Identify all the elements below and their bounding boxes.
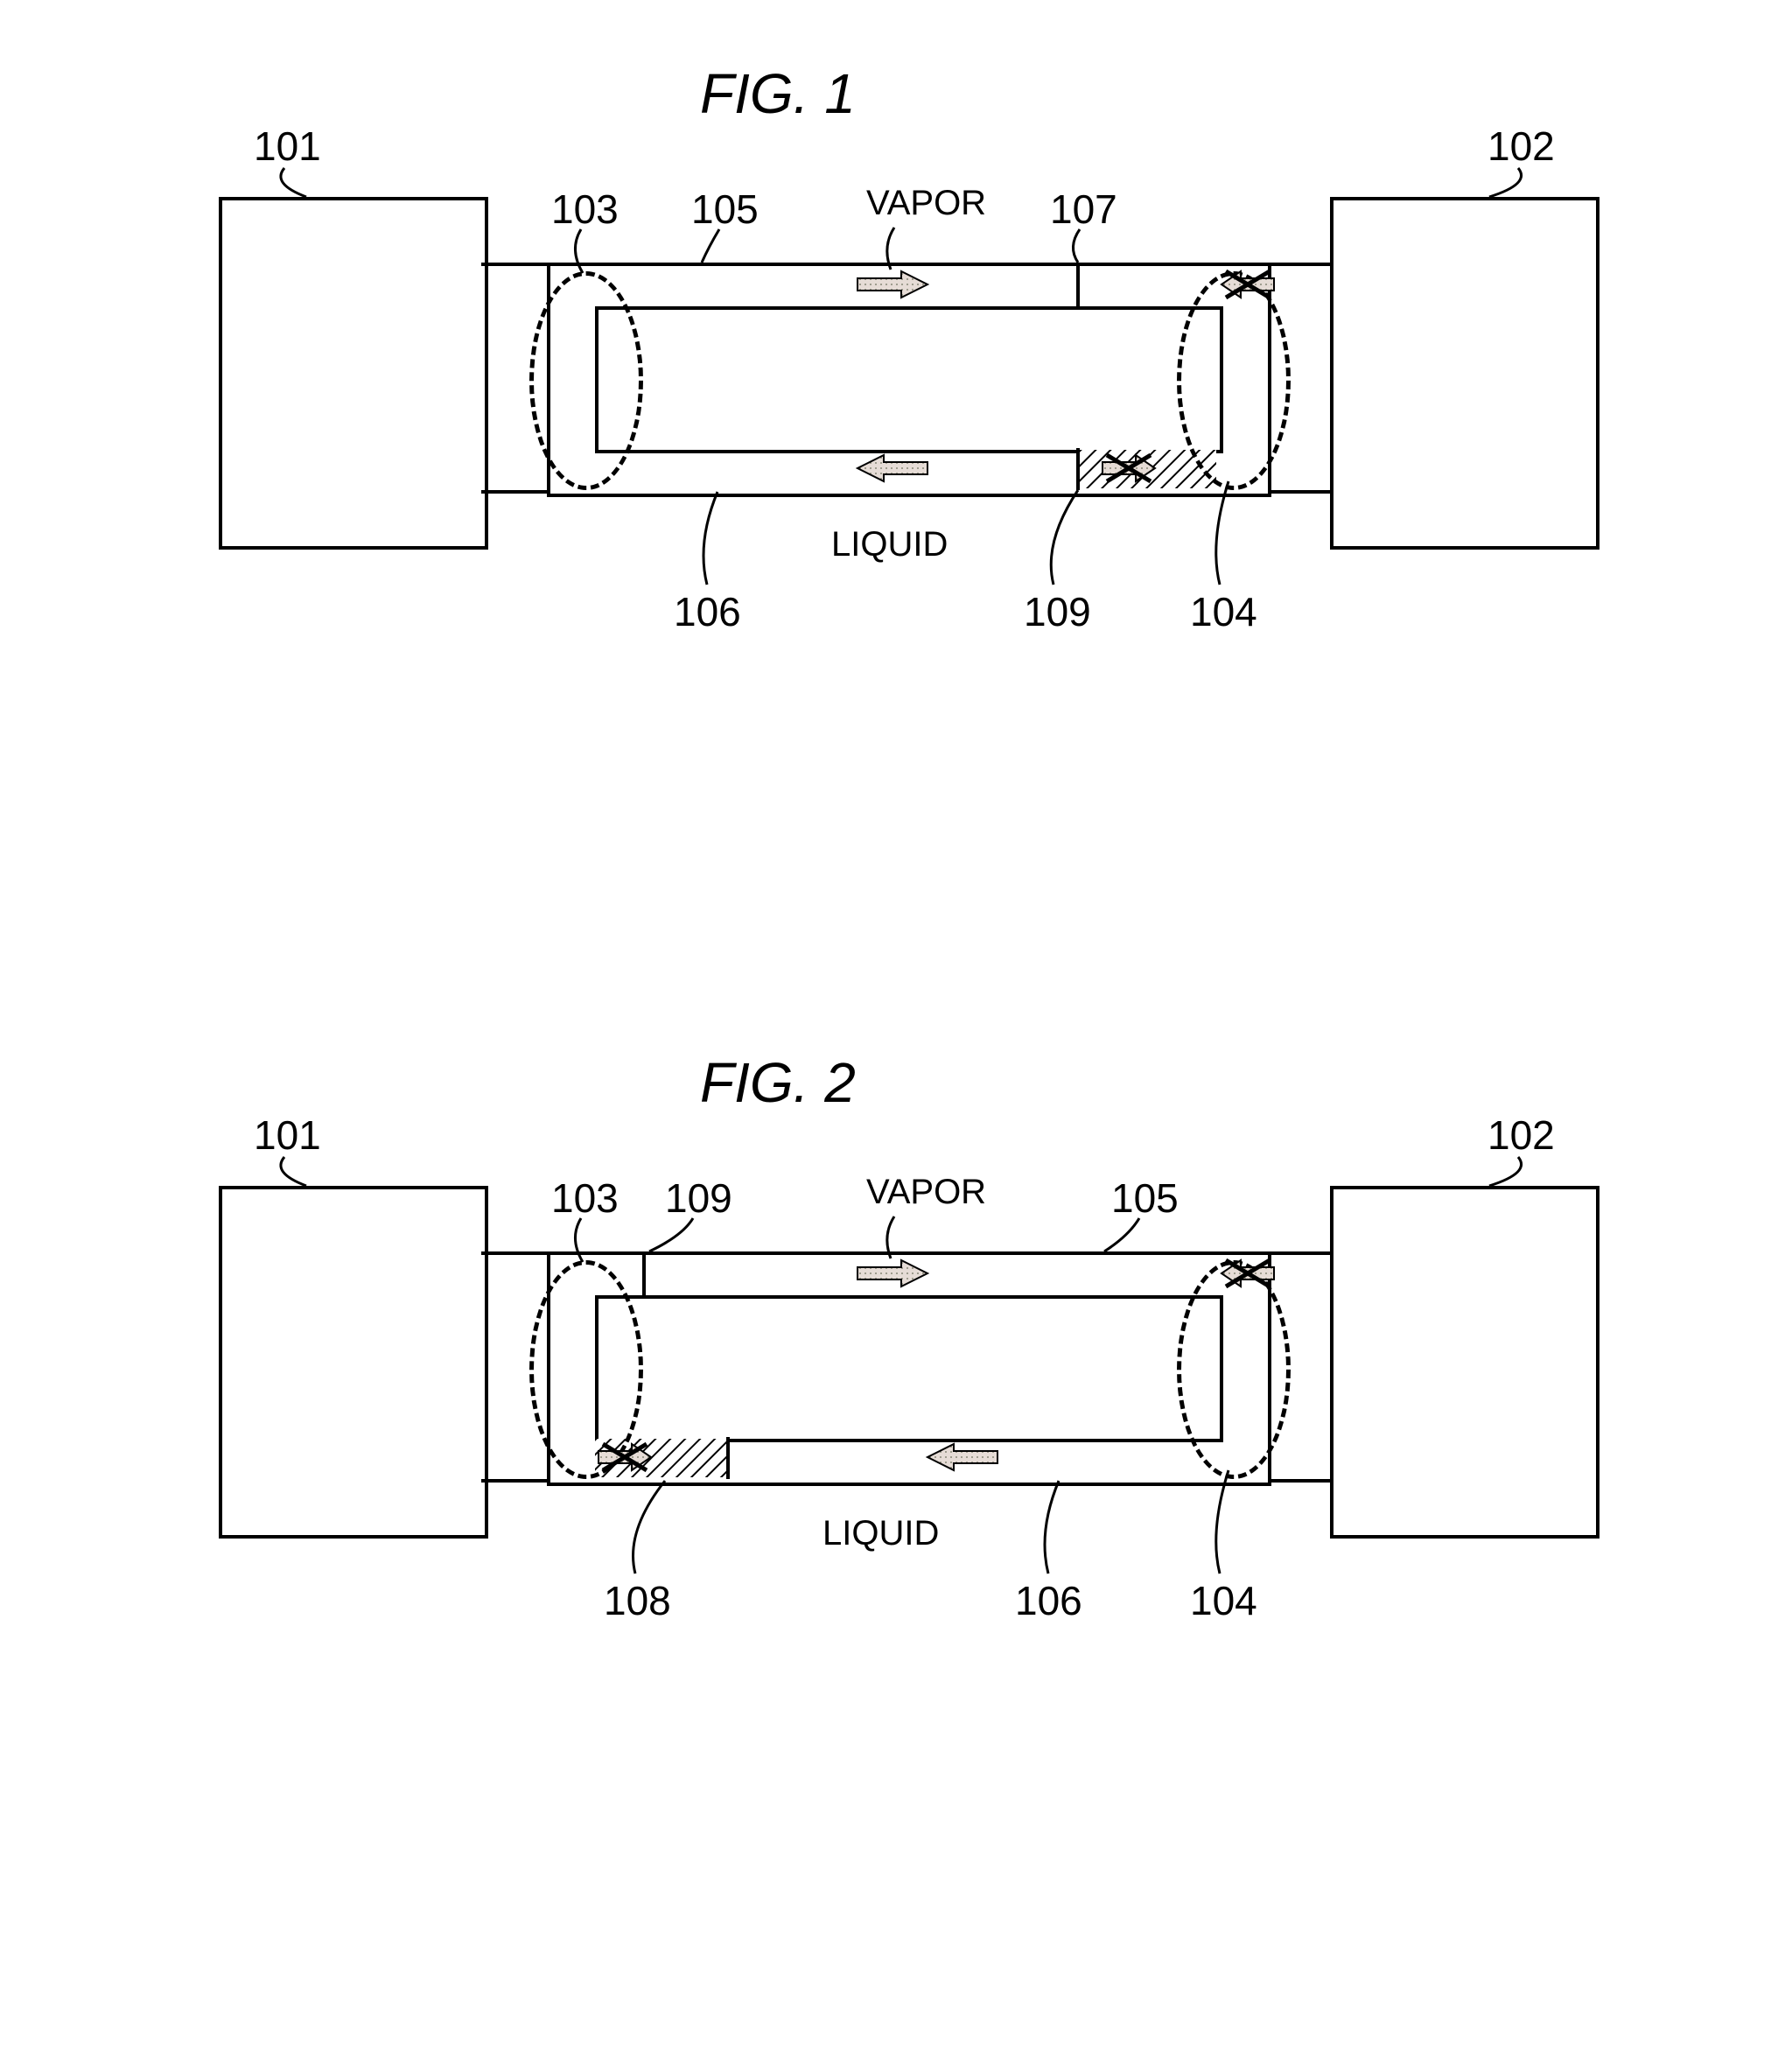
fig2-liquid-label: LIQUID xyxy=(822,1514,939,1553)
fig2-leader-104 xyxy=(0,0,1792,2054)
diagram-page: FIG. 1 101 102 103 105 107 VAPOR xyxy=(0,0,1792,2054)
